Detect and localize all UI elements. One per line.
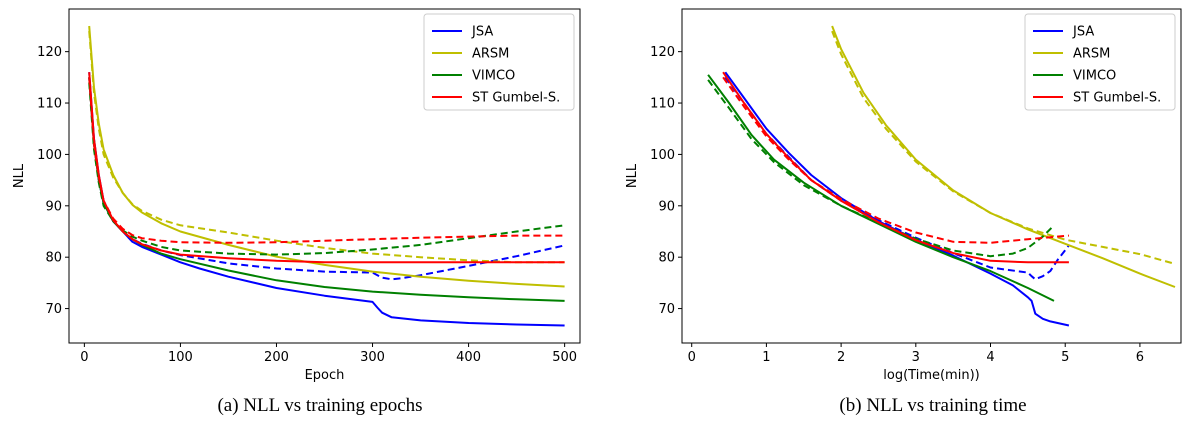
series-line-jsa-dashed — [724, 76, 1070, 281]
plot-lines — [707, 25, 1176, 327]
y-tick-label: 70 — [658, 302, 675, 317]
series-line-st-gumbel-s-solid — [88, 72, 565, 264]
series-line-vimco-dashed — [707, 79, 1055, 258]
legend-label: ARSM — [1073, 47, 1110, 62]
x-tick-label: 0 — [80, 350, 88, 365]
legend-label: ST Gumbel-S. — [1073, 91, 1161, 106]
y-tick-label: 80 — [658, 251, 675, 266]
y-tick-label: 80 — [45, 251, 62, 266]
legend-box — [423, 13, 575, 111]
caption-time: (b) NLL vs training time — [839, 395, 1026, 416]
legend-label: VIMCO — [1073, 69, 1116, 84]
x-tick-label: 0 — [688, 350, 696, 365]
legend-label: ARSM — [472, 47, 509, 62]
y-axis-label: NLL — [12, 163, 27, 188]
axes-frame — [68, 8, 581, 344]
y-tick-label: 120 — [650, 45, 675, 60]
x-axis-label: Epoch — [305, 368, 345, 383]
y-tick-label: 90 — [658, 199, 675, 214]
x-tick-label: 4 — [986, 350, 994, 365]
y-tick-label: 110 — [650, 97, 675, 112]
series-line-vimco-solid — [88, 77, 565, 302]
legend-label: JSA — [471, 25, 493, 40]
x-tick-label: 500 — [552, 350, 577, 365]
y-tick-label: 100 — [37, 148, 62, 163]
x-tick-label: 200 — [264, 350, 289, 365]
x-axis-label: log(Time(min)) — [883, 368, 979, 383]
y-tick-label: 100 — [650, 148, 675, 163]
legend-label: ST Gumbel-S. — [472, 91, 560, 106]
x-tick-label: 6 — [1136, 350, 1144, 365]
y-tick-label: 70 — [45, 302, 62, 317]
y-tick-label: 120 — [37, 45, 62, 60]
series-line-jsa-solid — [724, 71, 1070, 327]
legend: JSA ARSM VIMCO ST Gumbel-S. — [423, 13, 575, 111]
x-tick-label: 2 — [837, 350, 845, 365]
x-tick-label: 5 — [1061, 350, 1069, 365]
x-tick-label: 300 — [360, 350, 385, 365]
y-tick-label: 90 — [45, 199, 62, 214]
legend-label: VIMCO — [472, 69, 515, 84]
series-line-st-gumbel-s-dashed — [88, 77, 565, 244]
x-tick-label: 400 — [456, 350, 481, 365]
panel-epochs: 0 100 200 300 400 500 70 80 90 100 110 120 Epoch NLL J… — [12, 8, 581, 383]
caption-epochs: (a) NLL vs training epochs — [217, 395, 422, 416]
series-line-vimco-solid — [707, 74, 1055, 302]
panel-time: 0 1 2 3 4 5 6 70 80 90 100 110 120 log(Time(min)) NLL J… — [625, 8, 1182, 383]
series-line-arsm-dashed — [88, 31, 565, 264]
legend: JSA ARSM VIMCO ST Gumbel-S. — [1024, 13, 1176, 111]
series-line-arsm-dashed — [831, 30, 1176, 265]
x-tick-label: 100 — [168, 350, 193, 365]
series-line-vimco-dashed — [88, 82, 565, 256]
axes-frame — [681, 8, 1182, 344]
series-line-st-gumbel-s-solid — [722, 71, 1069, 264]
series-line-st-gumbel-s-dashed — [722, 76, 1069, 244]
y-tick-label: 110 — [37, 97, 62, 112]
legend-box — [1024, 13, 1176, 111]
x-tick-label: 3 — [912, 350, 920, 365]
x-tick-label: 1 — [762, 350, 770, 365]
y-axis-label: NLL — [625, 163, 640, 188]
legend-label: JSA — [1072, 25, 1094, 40]
plot-lines — [88, 25, 565, 327]
